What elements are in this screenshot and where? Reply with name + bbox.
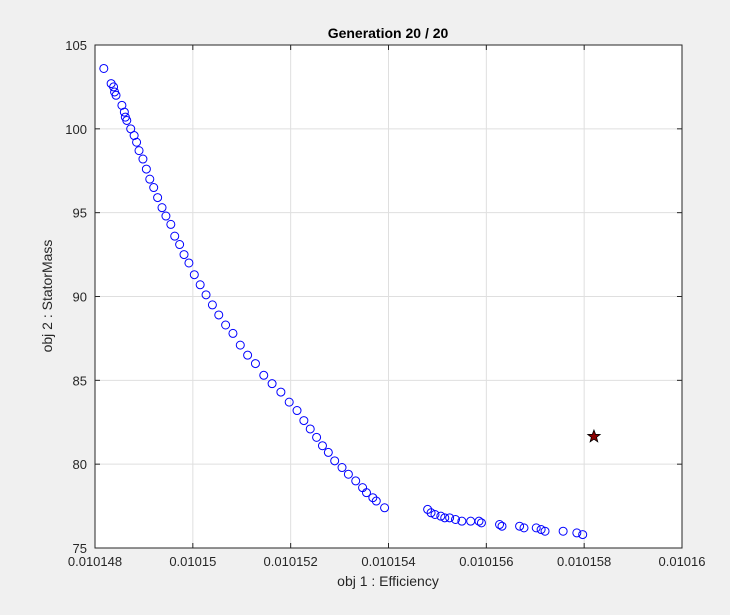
data-point	[305, 424, 315, 434]
data-point	[476, 518, 486, 528]
data-point	[184, 258, 194, 268]
data-point	[330, 456, 340, 466]
data-point	[351, 476, 361, 486]
y-tick-label: 95	[73, 206, 87, 221]
x-tick-label: 0.010148	[68, 554, 122, 569]
data-point	[299, 416, 309, 426]
x-tick-label: 0.01015	[169, 554, 216, 569]
data-point	[323, 447, 333, 457]
data-point	[371, 496, 381, 506]
data-point	[149, 183, 159, 193]
data-point	[440, 513, 450, 523]
data-point	[495, 520, 505, 530]
data-point	[134, 146, 144, 156]
data-point	[380, 503, 390, 513]
data-point	[451, 514, 461, 524]
y-axis-label: obj 2 : StatorMass	[39, 240, 55, 353]
data-point	[343, 469, 353, 479]
data-point	[426, 508, 436, 518]
data-point	[337, 463, 347, 473]
data-point	[179, 250, 189, 260]
data-point	[497, 521, 507, 531]
data-point	[317, 441, 327, 451]
data-point	[284, 397, 294, 407]
data-point	[531, 523, 541, 533]
data-point	[436, 511, 446, 521]
data-point	[122, 115, 132, 125]
axis-ticks: 0.010148 0.01015 0.010152 0.010154 0.010156 0…	[65, 38, 705, 569]
data-point	[170, 231, 180, 241]
data-point	[228, 328, 238, 338]
data-point	[132, 137, 142, 147]
data-point	[175, 240, 185, 250]
star-point	[586, 428, 602, 443]
data-point	[259, 370, 269, 380]
data-point	[536, 525, 546, 535]
data-point	[243, 350, 253, 360]
data-point	[99, 63, 109, 73]
data-point	[221, 320, 231, 330]
data-point	[138, 154, 148, 164]
data-point	[474, 516, 484, 526]
data-point	[166, 219, 176, 229]
y-tick-label: 90	[73, 290, 87, 305]
data-point	[250, 359, 260, 369]
data-point	[558, 526, 568, 536]
y-tick-label: 105	[65, 38, 87, 53]
chart-title: Generation 20 / 20	[328, 25, 449, 41]
x-axis-label: obj 1 : Efficiency	[337, 573, 439, 589]
data-point	[161, 211, 171, 221]
x-tick-label: 0.010154	[361, 554, 415, 569]
data-point	[189, 270, 199, 280]
y-tick-label: 75	[73, 541, 87, 556]
data-point	[540, 526, 550, 536]
data-point	[276, 387, 286, 397]
data-point	[368, 493, 378, 503]
data-point	[153, 193, 163, 203]
data-point	[214, 310, 224, 320]
data-point	[445, 513, 455, 523]
data-point	[361, 488, 371, 498]
data-points	[99, 63, 602, 540]
data-point	[119, 107, 129, 117]
x-tick-label: 0.01016	[659, 554, 706, 569]
data-point	[111, 90, 121, 100]
data-point	[312, 432, 322, 442]
data-point	[430, 509, 440, 519]
y-tick-label: 85	[73, 373, 87, 388]
data-point	[267, 379, 277, 389]
data-point	[141, 164, 151, 174]
data-point	[195, 280, 205, 290]
data-point	[109, 82, 119, 92]
data-point	[201, 290, 211, 300]
x-tick-label: 0.010156	[459, 554, 513, 569]
x-tick-label: 0.010158	[557, 554, 611, 569]
data-point	[117, 100, 127, 110]
data-point	[515, 521, 525, 531]
data-point	[578, 530, 588, 540]
y-tick-label: 100	[65, 122, 87, 137]
data-point	[423, 504, 433, 514]
data-point	[129, 131, 139, 141]
data-point	[207, 300, 217, 310]
data-point	[292, 406, 302, 416]
data-point	[157, 203, 167, 213]
data-point	[457, 516, 467, 526]
data-point	[519, 523, 529, 533]
data-point	[572, 528, 582, 538]
y-tick-label: 80	[73, 457, 87, 472]
x-tick-label: 0.010152	[264, 554, 318, 569]
data-point	[145, 174, 155, 184]
data-point	[235, 340, 245, 350]
